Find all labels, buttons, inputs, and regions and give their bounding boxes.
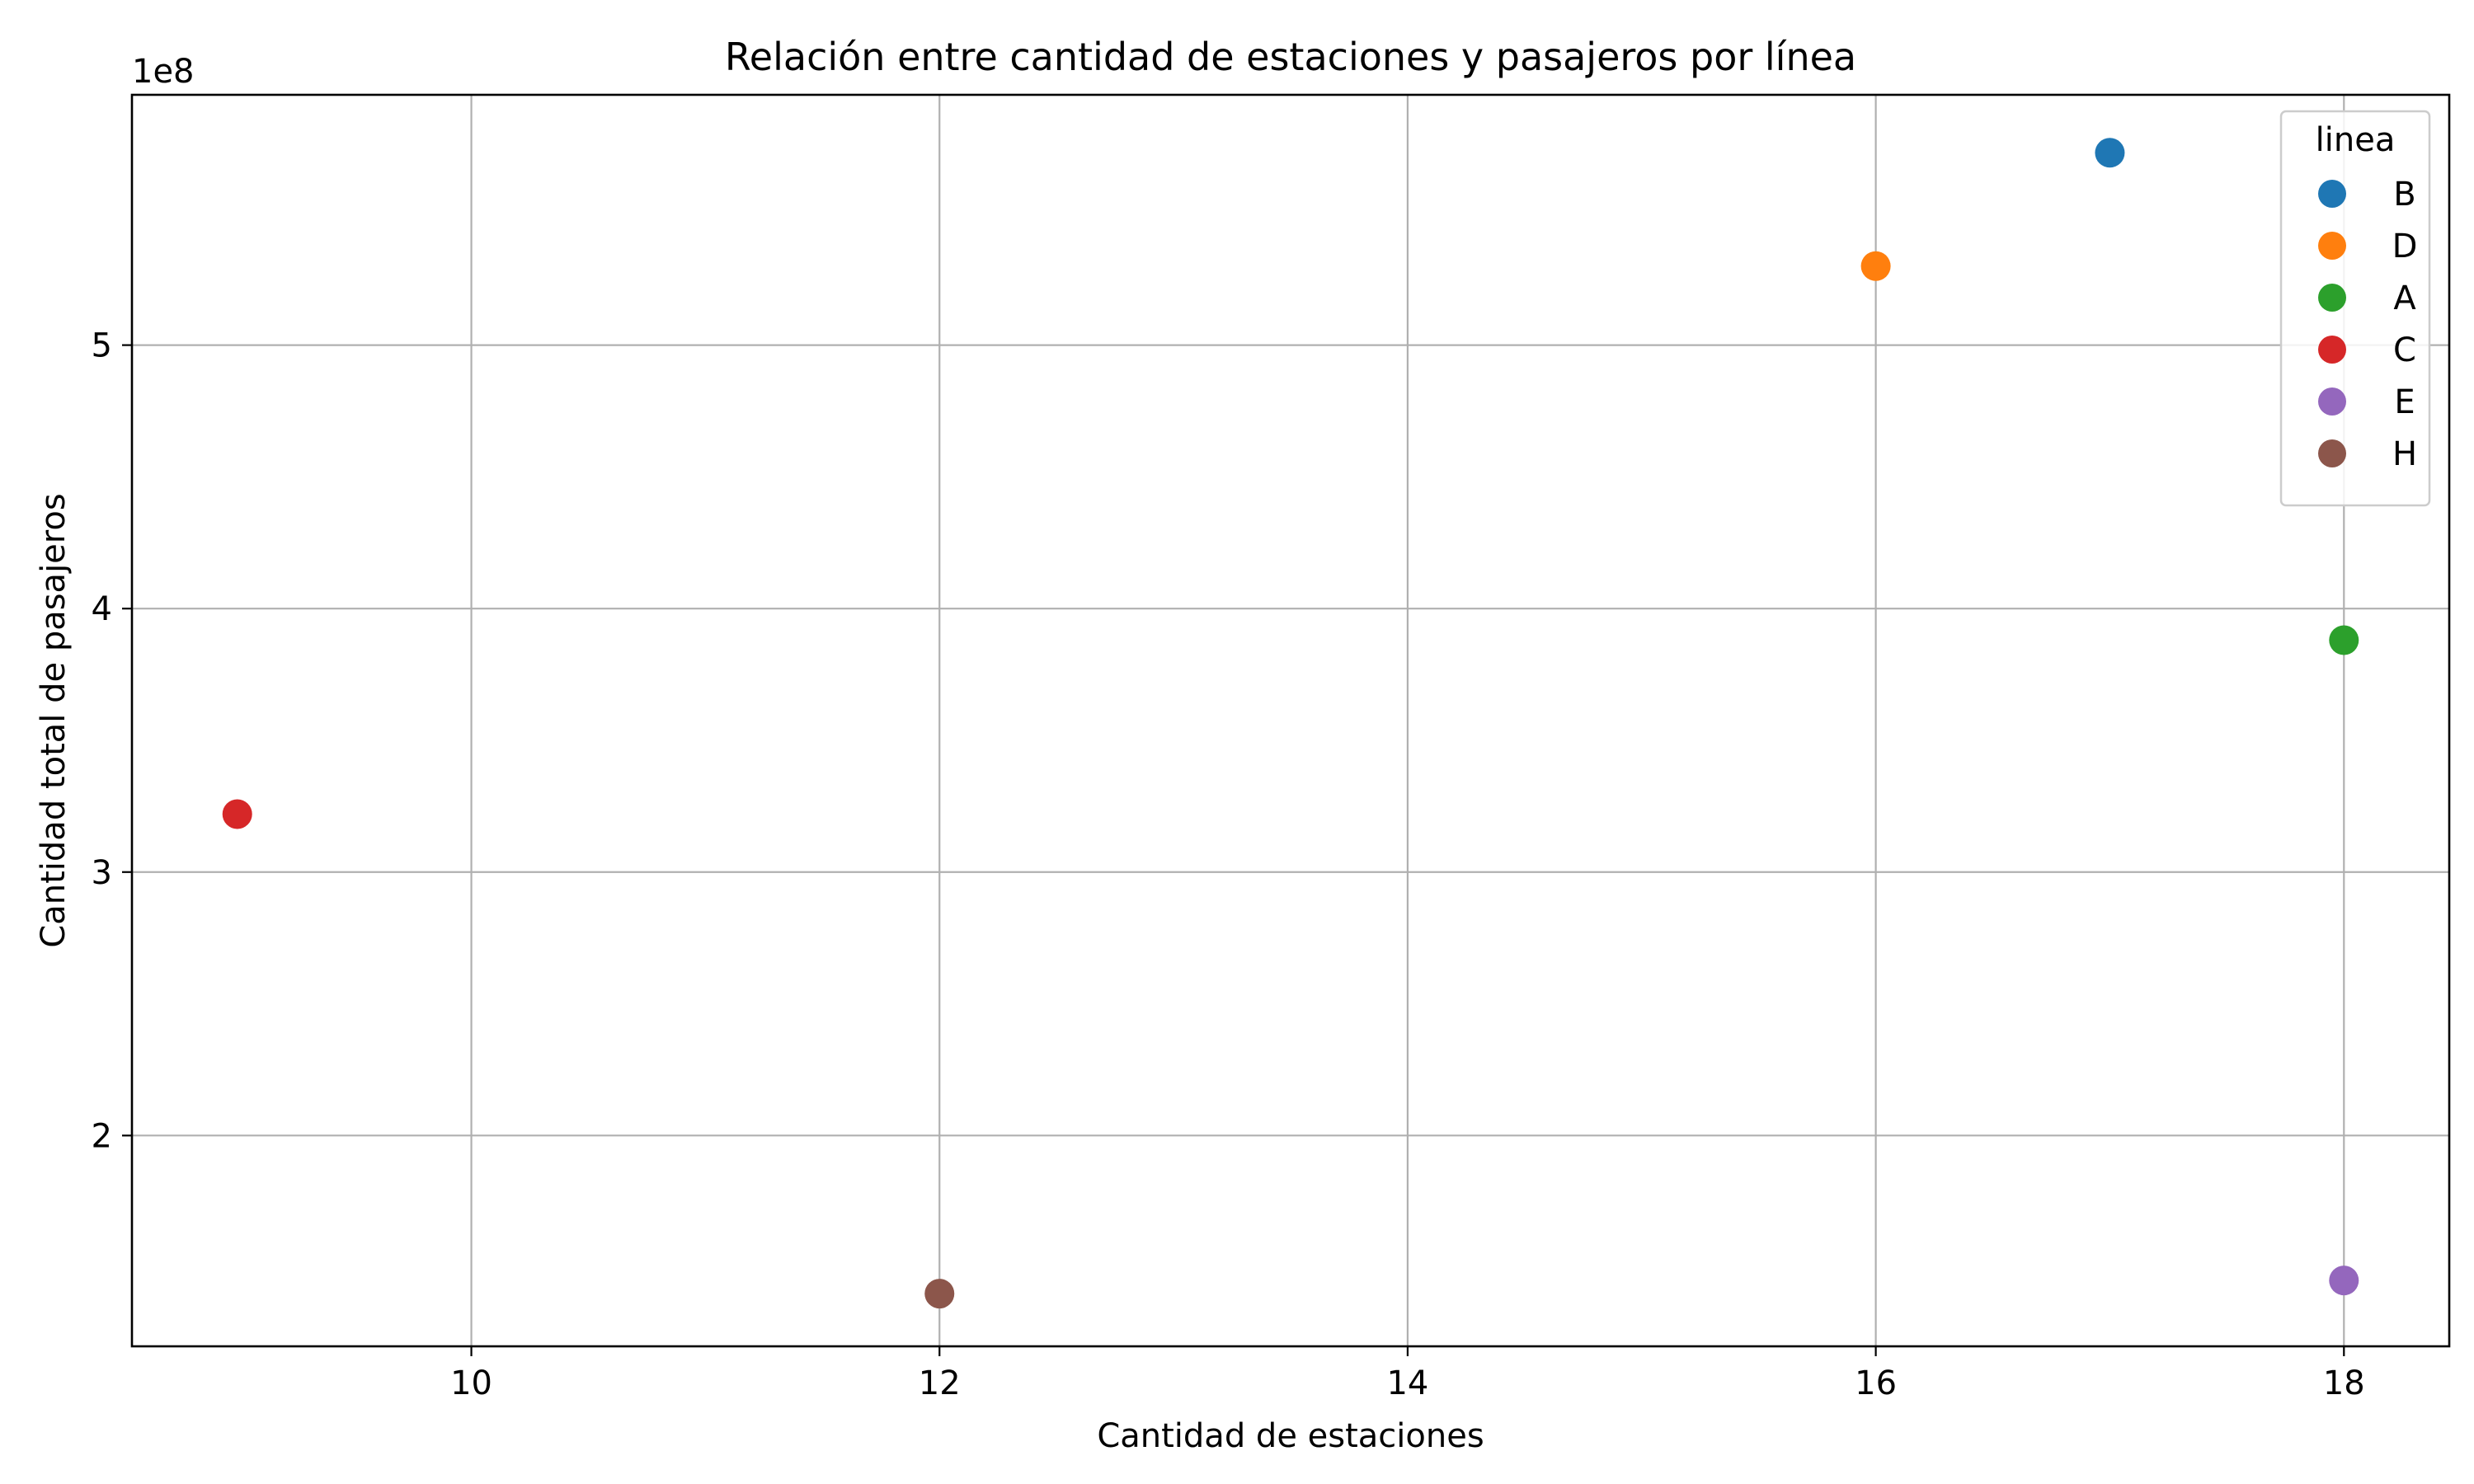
x-tick-label: 16	[1855, 1364, 1897, 1402]
legend-label-d: D	[2392, 228, 2418, 265]
legend-label-b: B	[2393, 176, 2415, 214]
legend-marker-c	[2318, 336, 2346, 364]
legend-marker-d	[2318, 232, 2346, 260]
chart-title: Relación entre cantidad de estaciones y …	[725, 35, 1856, 79]
data-point-e	[2329, 1266, 2359, 1296]
data-point-d	[1860, 251, 1891, 281]
data-point-h	[924, 1279, 955, 1309]
y-tick-label: 4	[92, 590, 112, 628]
y-axis-offset-label: 1e8	[132, 53, 195, 91]
data-point-b	[2095, 138, 2125, 168]
legend-label-e: E	[2394, 383, 2415, 421]
data-point-c	[222, 799, 252, 829]
y-tick-label: 2	[92, 1117, 112, 1155]
legend-marker-b	[2318, 180, 2346, 208]
y-tick-label: 3	[92, 854, 112, 892]
grid	[132, 95, 2449, 1346]
legend-label-a: A	[2393, 279, 2416, 317]
data-points	[222, 138, 2359, 1309]
y-axis-label: Cantidad total de pasajeros	[35, 493, 73, 947]
x-axis-label: Cantidad de estaciones	[1097, 1417, 1484, 1455]
legend-title: linea	[2316, 121, 2396, 159]
legend-marker-h	[2318, 439, 2346, 467]
x-tick-label: 18	[2323, 1364, 2365, 1402]
legend-label-c: C	[2393, 331, 2416, 369]
legend-marker-a	[2318, 284, 2346, 312]
x-tick-label: 14	[1386, 1364, 1428, 1402]
x-tick-label: 10	[450, 1364, 492, 1402]
axis-ticks: 10 12 14 16 18 2 3 4 5	[92, 327, 2365, 1402]
x-tick-label: 12	[919, 1364, 961, 1402]
legend-box	[2279, 110, 2431, 507]
legend-label-h: H	[2392, 435, 2417, 473]
data-point-a	[2329, 625, 2359, 655]
plot-frame	[130, 93, 2451, 1348]
legend-marker-e	[2318, 387, 2346, 416]
y-tick-label: 5	[92, 327, 112, 365]
